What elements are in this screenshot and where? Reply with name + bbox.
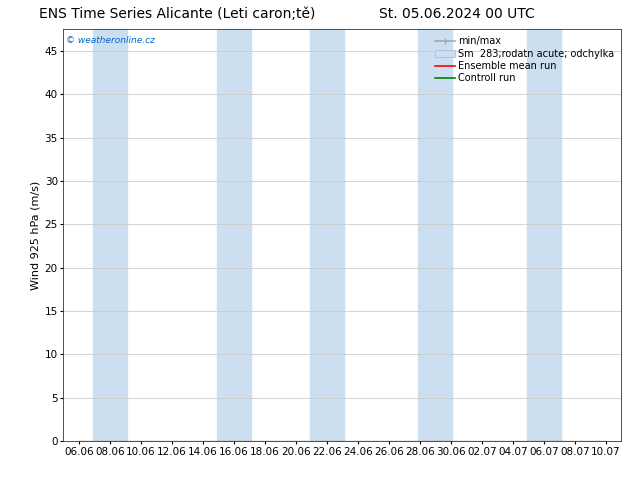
Bar — [310, 29, 344, 441]
Bar — [418, 29, 453, 441]
Bar — [217, 29, 251, 441]
Text: © weatheronline.cz: © weatheronline.cz — [66, 36, 155, 45]
Legend: min/max, Sm  283;rodatn acute; odchylka, Ensemble mean run, Controll run: min/max, Sm 283;rodatn acute; odchylka, … — [433, 34, 616, 85]
Bar — [93, 29, 127, 441]
Bar — [527, 29, 561, 441]
Text: St. 05.06.2024 00 UTC: St. 05.06.2024 00 UTC — [378, 7, 534, 22]
Text: ENS Time Series Alicante (Leti caron;tě): ENS Time Series Alicante (Leti caron;tě) — [39, 7, 316, 22]
Y-axis label: Wind 925 hPa (m/s): Wind 925 hPa (m/s) — [30, 181, 41, 290]
